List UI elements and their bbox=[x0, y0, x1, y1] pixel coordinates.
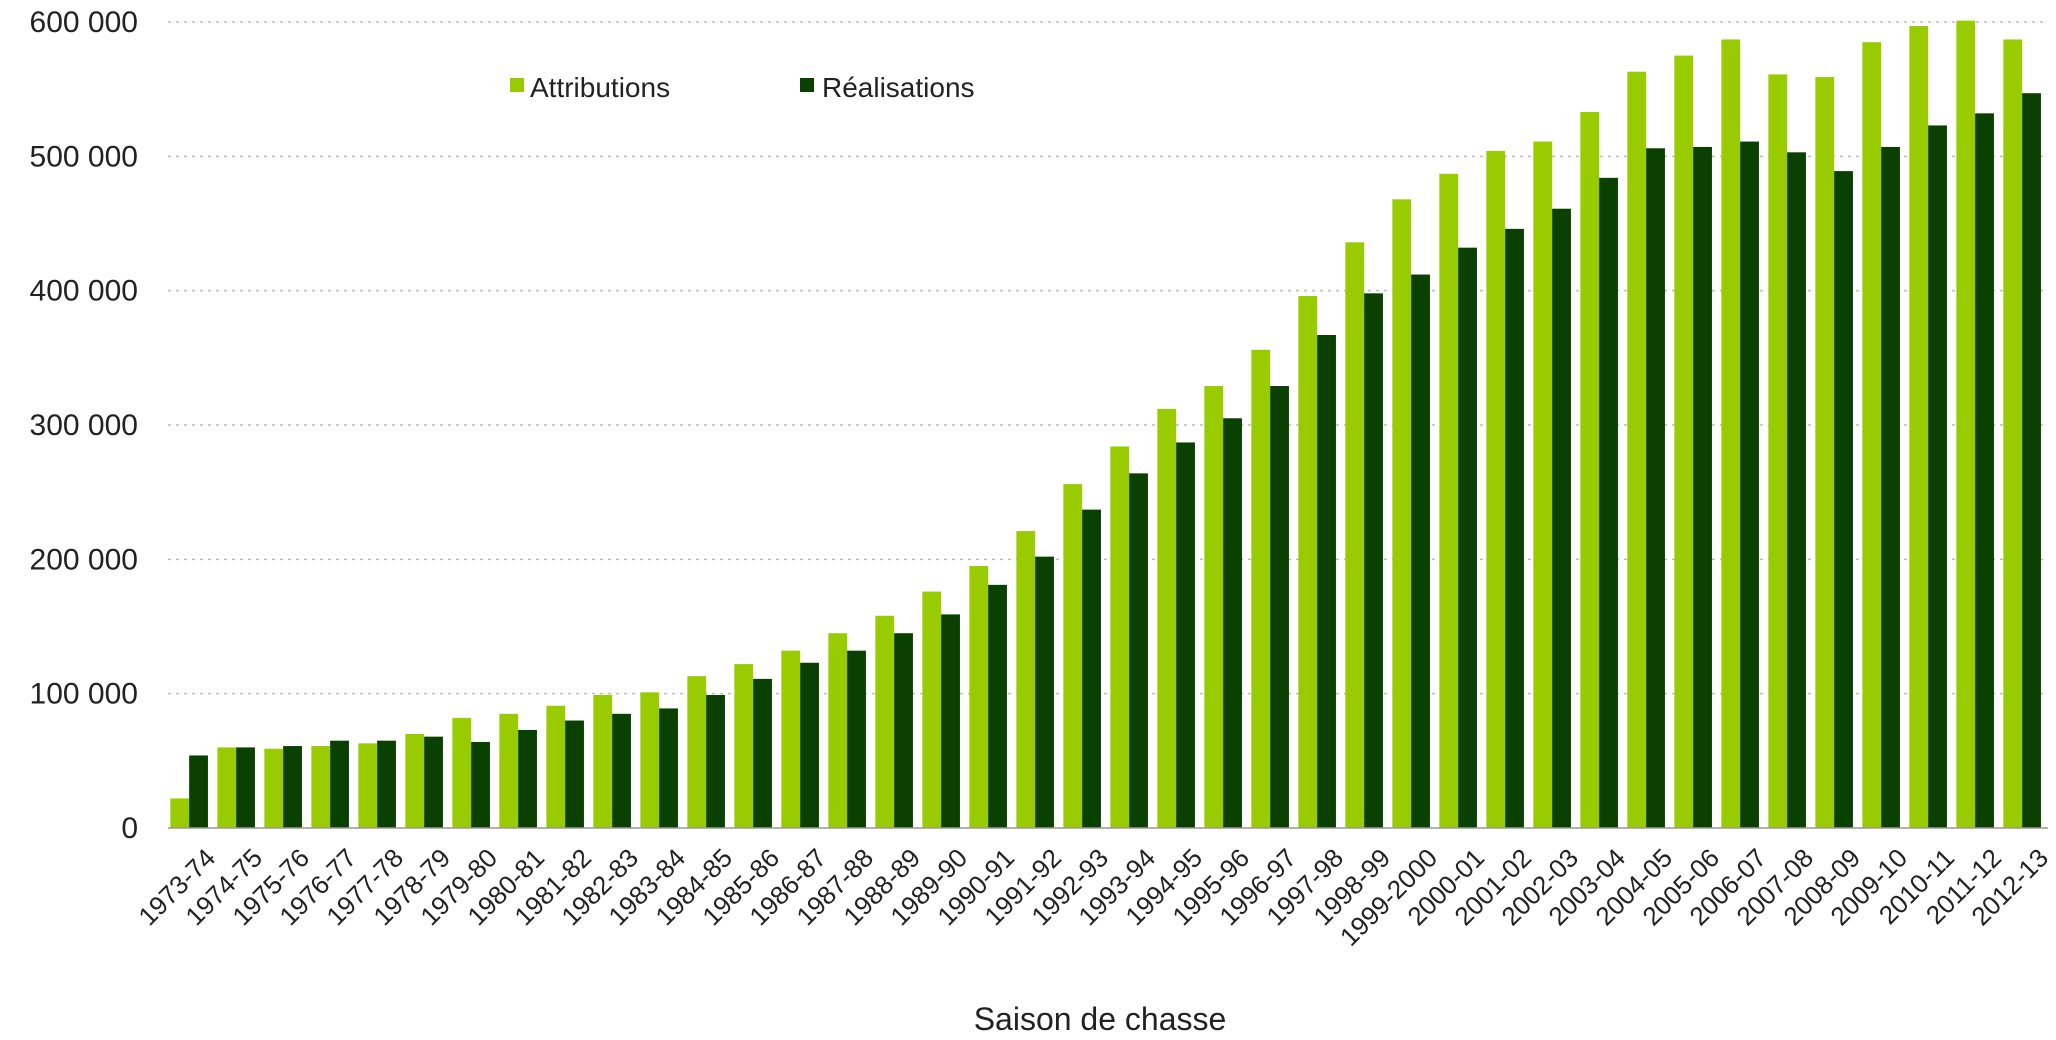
bar-realisations-2004-05 bbox=[1646, 148, 1665, 828]
y-tick-label: 400 000 bbox=[30, 275, 138, 308]
bar-realisations-1991-92 bbox=[1035, 556, 1054, 828]
y-tick-label: 0 bbox=[121, 812, 138, 845]
bar-attributions-1980-81 bbox=[499, 713, 519, 828]
bar-realisations-1981-82 bbox=[565, 720, 584, 828]
bar-attributions-2009-10 bbox=[1862, 42, 1882, 828]
bar-realisations-2010-11 bbox=[1928, 125, 1947, 828]
bar-attributions-1991-92 bbox=[1016, 531, 1036, 828]
bar-attributions-1974-75 bbox=[217, 747, 237, 828]
bar-realisations-1979-80 bbox=[471, 742, 490, 828]
y-axis-ticks: 0 100 000 200 000 300 000 400 000 500 000 600 … bbox=[30, 6, 138, 845]
legend: Attributions Réalisations bbox=[510, 72, 975, 103]
bar-realisations-1982-83 bbox=[612, 713, 631, 828]
bar-attributions-1994-95 bbox=[1157, 408, 1177, 828]
bar-attributions-2005-06 bbox=[1674, 55, 1694, 828]
bar-attributions-1988-89 bbox=[875, 615, 895, 828]
x-axis-title: Saison de chasse bbox=[974, 1001, 1227, 1037]
bar-attributions-2012-13 bbox=[2003, 39, 2023, 828]
bar-attributions-2004-05 bbox=[1627, 71, 1647, 828]
bar-attributions-1976-77 bbox=[311, 746, 331, 828]
bar-attributions-1987-88 bbox=[828, 633, 848, 828]
gridlines bbox=[168, 21, 2048, 695]
bar-realisations-2012-13 bbox=[2022, 93, 2041, 828]
bar-realisations-2009-10 bbox=[1881, 146, 1900, 828]
y-tick-label: 500 000 bbox=[30, 140, 138, 173]
y-tick-label: 100 000 bbox=[30, 678, 138, 711]
bar-attributions-1992-93 bbox=[1063, 484, 1083, 828]
bar-attributions-1984-85 bbox=[687, 676, 707, 828]
bar-attributions-1989-90 bbox=[922, 591, 942, 828]
bar-attributions-2002-03 bbox=[1533, 141, 1553, 828]
y-tick-label: 300 000 bbox=[30, 409, 138, 442]
bar-realisations-2000-01 bbox=[1458, 247, 1477, 828]
bar-realisations-1989-90 bbox=[941, 614, 960, 828]
legend-swatch-attributions bbox=[510, 78, 524, 92]
bar-attributions-1996-97 bbox=[1251, 349, 1271, 828]
bar-realisations-2008-09 bbox=[1834, 171, 1853, 829]
bar-realisations-1992-93 bbox=[1082, 509, 1101, 828]
bar-attributions-1975-76 bbox=[264, 748, 284, 828]
bar-realisations-2007-08 bbox=[1787, 152, 1806, 829]
bar-realisations-1988-89 bbox=[894, 633, 913, 828]
bar-attributions-1999-2000 bbox=[1392, 199, 1412, 828]
bar-attributions-1978-79 bbox=[405, 733, 425, 828]
bar-attributions-1998-99 bbox=[1345, 242, 1365, 828]
y-tick-label: 600 000 bbox=[30, 6, 138, 39]
bar-attributions-2003-04 bbox=[1580, 112, 1600, 828]
bar-realisations-1983-84 bbox=[659, 708, 678, 828]
bar-realisations-2003-04 bbox=[1599, 177, 1618, 828]
bar-realisations-1980-81 bbox=[518, 729, 537, 828]
bar-attributions-2006-07 bbox=[1721, 39, 1741, 828]
bar-realisations-1999-2000 bbox=[1411, 274, 1430, 828]
bar-realisations-1976-77 bbox=[330, 740, 349, 828]
bar-attributions-1979-80 bbox=[452, 717, 472, 828]
bar-realisations-1985-86 bbox=[753, 678, 772, 828]
bar-realisations-1974-75 bbox=[236, 747, 255, 828]
bar-realisations-1977-78 bbox=[377, 740, 396, 828]
bar-realisations-2011-12 bbox=[1975, 113, 1994, 829]
bar-realisations-2002-03 bbox=[1552, 208, 1571, 829]
bar-realisations-1998-99 bbox=[1364, 293, 1383, 829]
bar-attributions-2000-01 bbox=[1439, 173, 1459, 829]
bar-realisations-2001-02 bbox=[1505, 228, 1524, 828]
bar-attributions-2010-11 bbox=[1909, 26, 1929, 828]
bar-attributions-1981-82 bbox=[546, 705, 566, 828]
legend-swatch-realisations bbox=[800, 78, 814, 92]
bar-attributions-1995-96 bbox=[1204, 386, 1224, 828]
bar-realisations-1997-98 bbox=[1317, 335, 1336, 828]
bar-attributions-1982-83 bbox=[593, 695, 613, 828]
legend-label-realisations: Réalisations bbox=[822, 72, 975, 103]
legend-label-attributions: Attributions bbox=[530, 72, 670, 103]
bar-attributions-2011-12 bbox=[1956, 20, 1976, 829]
x-axis-ticks: 1973-741974-751975-761976-771977-781978-… bbox=[132, 843, 2054, 952]
bar-attributions-1997-98 bbox=[1298, 296, 1318, 828]
bar-attributions-2001-02 bbox=[1486, 150, 1506, 828]
bar-realisations-1994-95 bbox=[1176, 442, 1195, 828]
bar-attributions-1986-87 bbox=[781, 650, 801, 828]
bar-attributions-1973-74 bbox=[170, 798, 190, 828]
bars bbox=[168, 20, 2048, 829]
bar-realisations-1993-94 bbox=[1129, 473, 1148, 828]
bar-attributions-1990-91 bbox=[969, 566, 989, 828]
bar-realisations-2006-07 bbox=[1740, 141, 1759, 828]
bar-realisations-1975-76 bbox=[283, 746, 302, 828]
bar-attributions-1993-94 bbox=[1110, 446, 1130, 828]
bar-attributions-2007-08 bbox=[1768, 74, 1788, 828]
bar-realisations-1984-85 bbox=[706, 695, 725, 828]
bar-attributions-1985-86 bbox=[734, 664, 754, 828]
bar-realisations-1990-91 bbox=[988, 584, 1007, 828]
bar-realisations-1996-97 bbox=[1270, 386, 1289, 828]
bar-attributions-1977-78 bbox=[358, 743, 378, 828]
bar-realisations-1973-74 bbox=[189, 755, 208, 828]
bar-attributions-1983-84 bbox=[640, 692, 660, 828]
y-tick-label: 200 000 bbox=[30, 543, 138, 576]
bar-attributions-2008-09 bbox=[1815, 77, 1835, 828]
bar-realisations-1987-88 bbox=[847, 650, 866, 828]
bar-realisations-1995-96 bbox=[1223, 418, 1242, 828]
bar-realisations-1986-87 bbox=[800, 662, 819, 828]
bar-realisations-2005-06 bbox=[1693, 146, 1712, 828]
bar-realisations-1978-79 bbox=[424, 736, 443, 828]
